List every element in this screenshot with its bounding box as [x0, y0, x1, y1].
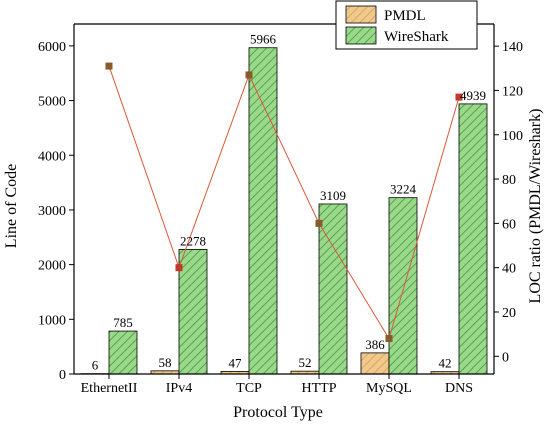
data-label-pmdl-tcp: 47 — [229, 355, 243, 370]
bars-layer — [80, 47, 488, 375]
ratio-marker-ipv4 — [175, 264, 183, 272]
data-label-wireshark-http: 3109 — [320, 188, 346, 203]
data-label-wireshark-mysql: 3224 — [390, 182, 417, 197]
bar-wireshark-ethernetii — [108, 330, 138, 375]
y2-tick-label: 60 — [502, 217, 516, 232]
y2-tick-label: 140 — [502, 40, 523, 55]
bar-wireshark-mysql — [388, 197, 418, 375]
y2-tick-label: 120 — [502, 84, 523, 99]
x-axis-label: Protocol Type — [233, 404, 323, 421]
ratio-marker-dns — [455, 93, 463, 101]
ratio-line — [108, 65, 460, 340]
bar-wireshark-dns — [458, 103, 488, 375]
data-label-wireshark-ethernetii: 785 — [113, 315, 133, 330]
data-label-wireshark-dns: 4939 — [460, 88, 486, 103]
legend-swatch-wireshark — [345, 26, 377, 45]
legend: PMDL WireShark — [335, 0, 478, 50]
bar-wireshark-http — [318, 203, 348, 375]
data-label-pmdl-mysql: 386 — [365, 337, 385, 352]
y-tick-label: 6000 — [38, 40, 66, 55]
legend-label-wireshark: WireShark — [384, 29, 449, 45]
legend-swatch-pmdl — [345, 5, 377, 24]
bar-wireshark-tcp — [248, 47, 278, 375]
y-tick-label: 3000 — [38, 204, 66, 219]
bar-pmdl-mysql — [360, 352, 390, 375]
y-tick-label: 0 — [59, 368, 66, 383]
data-label-wireshark-ipv4: 2278 — [180, 233, 206, 248]
y2-tick-label: 80 — [502, 173, 516, 188]
y-tick-label: 2000 — [38, 259, 66, 274]
x-tick-label-http: HTTP — [302, 381, 337, 396]
ratio-marker-mysql — [385, 335, 393, 343]
ratio-marker-tcp — [245, 71, 253, 79]
y-tick-label: 5000 — [38, 95, 66, 110]
y2-tick-label: 100 — [502, 129, 523, 144]
y2-axis-label: LOC ratio (PMDL/Wireshark) — [527, 109, 544, 304]
x-tick-label-ethernetii: EthernetII — [81, 381, 138, 396]
y2-tick-label: 40 — [502, 262, 516, 277]
bar-wireshark-ipv4 — [178, 249, 208, 375]
y-tick-label: 1000 — [38, 313, 66, 328]
data-label-pmdl-ipv4: 58 — [159, 355, 172, 370]
x-tick-label-tcp: TCP — [236, 381, 262, 396]
axes-layer — [69, 23, 499, 379]
y-tick-label: 4000 — [38, 149, 66, 164]
x-tick-label-dns: DNS — [445, 381, 473, 396]
data-label-pmdl-ethernetii: 6 — [92, 358, 99, 373]
ratio-marker-ethernetii — [105, 62, 113, 70]
legend-label-pmdl: PMDL — [384, 8, 426, 24]
y2-tick-label: 20 — [502, 306, 516, 321]
y-axis-label: Line of Code — [3, 164, 20, 248]
data-label-pmdl-dns: 42 — [439, 356, 452, 371]
data-label-pmdl-http: 52 — [299, 355, 312, 370]
ratio-marker-http — [315, 219, 323, 227]
x-tick-label-ipv4: IPv4 — [166, 381, 192, 396]
ratio-line-layer — [105, 62, 463, 343]
x-tick-label-mysql: MySQL — [366, 381, 412, 396]
labels-layer: 6785582278475966523109386322442493901000… — [38, 32, 523, 396]
data-label-wireshark-tcp: 5966 — [250, 32, 277, 47]
y2-tick-label: 0 — [502, 350, 509, 365]
